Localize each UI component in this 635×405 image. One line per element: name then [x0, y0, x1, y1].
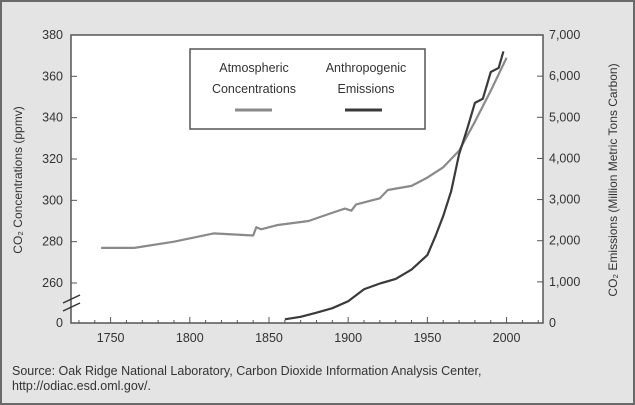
y2-tick-label: 0	[549, 316, 556, 330]
y2-tick-label: 6,000	[549, 69, 580, 83]
legend-label-emissions-1: Anthropogenic	[326, 61, 407, 75]
legend: Atmospheric Concentrations Anthropogenic…	[189, 48, 426, 130]
legend-label-concentrations-1: Atmospheric	[219, 61, 288, 75]
y-tick-label: 340	[42, 111, 63, 125]
y-tick-label: 380	[42, 28, 63, 42]
axis-break-icon	[62, 294, 81, 312]
y2-tick-label: 4,000	[549, 151, 580, 165]
x-tick-label: 1750	[97, 331, 125, 345]
y-tick-label: 0	[56, 316, 63, 330]
x-tick-label: 1800	[176, 331, 204, 345]
x-tick-label: 1950	[413, 331, 441, 345]
y2-tick-label: 2,000	[549, 234, 580, 248]
emissions-line	[284, 51, 505, 321]
y-tick-label: 280	[42, 235, 63, 249]
x-tick-label: 1900	[334, 331, 362, 345]
y2-tick-label: 7,000	[549, 28, 580, 42]
y-tick-label: 300	[42, 193, 63, 207]
source-line-1: Source: Oak Ridge National Laboratory, C…	[12, 364, 482, 378]
y2-axis-label: CO₂ Emissions (Million Metric Tons Carbo…	[606, 63, 620, 296]
x-tick-label: 2000	[493, 331, 521, 345]
y-axis-label: CO₂ Concentrations (ppmv)	[11, 106, 25, 253]
y-tick-label: 320	[42, 152, 63, 166]
y2-tick-label: 5,000	[549, 110, 580, 124]
y-tick-label: 260	[42, 276, 63, 290]
source-note: Source: Oak Ridge National Laboratory, C…	[12, 364, 481, 394]
y-tick-label: 360	[42, 69, 63, 83]
source-line-2: http://odiac.esd.oml.gov/.	[12, 379, 151, 393]
legend-box	[189, 48, 426, 130]
x-tick-label: 1850	[255, 331, 283, 345]
legend-label-concentrations-2: Concentrations	[212, 82, 296, 96]
y2-tick-label: 1,000	[549, 275, 580, 289]
legend-label-emissions-2: Emissions	[338, 82, 395, 96]
y2-tick-label: 3,000	[549, 193, 580, 207]
concentrations-line	[101, 57, 508, 249]
